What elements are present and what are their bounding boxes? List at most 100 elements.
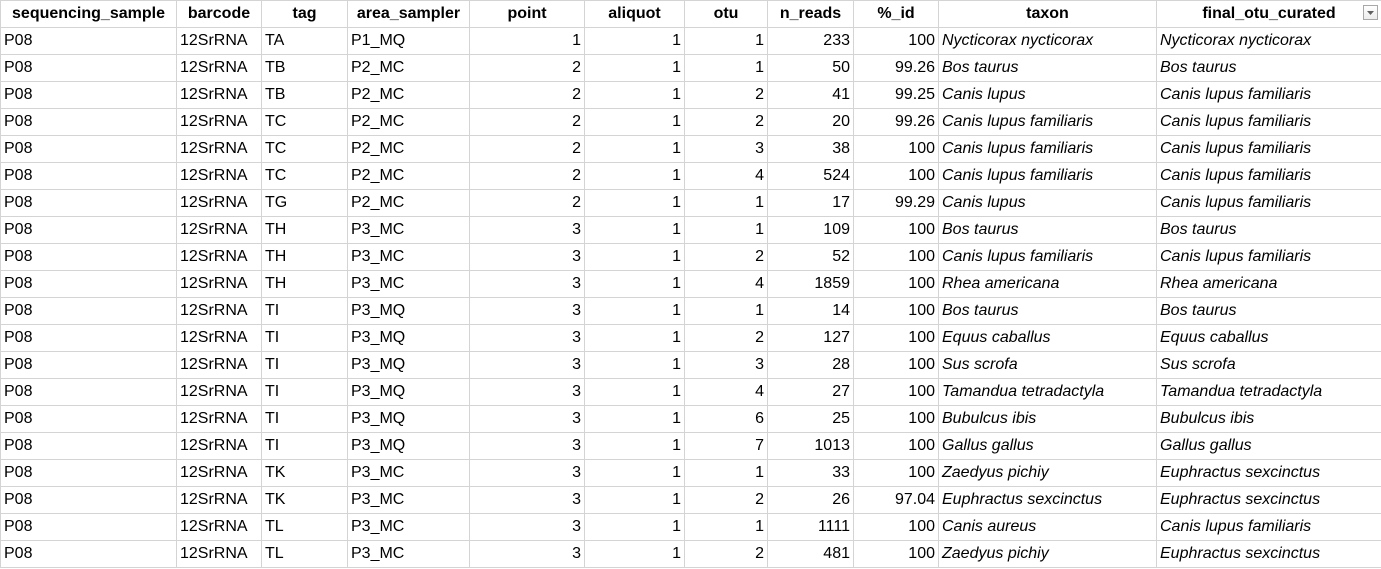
cell-otu[interactable]: 2 xyxy=(684,486,768,514)
cell-tag[interactable]: TG xyxy=(261,189,348,217)
cell-sequencing-sample[interactable]: P08 xyxy=(0,243,177,271)
cell-sequencing-sample[interactable]: P08 xyxy=(0,135,177,163)
cell-n-reads[interactable]: 109 xyxy=(767,216,854,244)
col-header-point[interactable]: point xyxy=(469,0,585,28)
cell-final-otu-curated[interactable]: Equus caballus xyxy=(1156,324,1381,352)
cell-tag[interactable]: TL xyxy=(261,540,348,568)
cell-aliquot[interactable]: 1 xyxy=(584,297,685,325)
cell-area-sampler[interactable]: P3_MC xyxy=(347,513,470,541)
cell-area-sampler[interactable]: P1_MQ xyxy=(347,27,470,55)
col-header-otu[interactable]: otu xyxy=(684,0,768,28)
cell-aliquot[interactable]: 1 xyxy=(584,162,685,190)
cell-pct-id[interactable]: 99.26 xyxy=(853,54,939,82)
cell-n-reads[interactable]: 14 xyxy=(767,297,854,325)
cell-sequencing-sample[interactable]: P08 xyxy=(0,108,177,136)
cell-point[interactable]: 3 xyxy=(469,513,585,541)
cell-pct-id[interactable]: 100 xyxy=(853,324,939,352)
cell-tag[interactable]: TK xyxy=(261,459,348,487)
cell-n-reads[interactable]: 233 xyxy=(767,27,854,55)
cell-tag[interactable]: TI xyxy=(261,405,348,433)
cell-pct-id[interactable]: 100 xyxy=(853,405,939,433)
cell-taxon[interactable]: Bos taurus xyxy=(938,54,1157,82)
cell-point[interactable]: 3 xyxy=(469,297,585,325)
cell-barcode[interactable]: 12SrRNA xyxy=(176,351,262,379)
cell-aliquot[interactable]: 1 xyxy=(584,432,685,460)
cell-taxon[interactable]: Euphractus sexcinctus xyxy=(938,486,1157,514)
cell-barcode[interactable]: 12SrRNA xyxy=(176,459,262,487)
cell-final-otu-curated[interactable]: Canis lupus familiaris xyxy=(1156,108,1381,136)
cell-barcode[interactable]: 12SrRNA xyxy=(176,324,262,352)
cell-pct-id[interactable]: 100 xyxy=(853,513,939,541)
cell-aliquot[interactable]: 1 xyxy=(584,216,685,244)
cell-barcode[interactable]: 12SrRNA xyxy=(176,162,262,190)
filter-dropdown-button[interactable] xyxy=(1363,5,1378,20)
cell-point[interactable]: 3 xyxy=(469,378,585,406)
cell-taxon[interactable]: Bubulcus ibis xyxy=(938,405,1157,433)
cell-taxon[interactable]: Canis lupus xyxy=(938,189,1157,217)
cell-aliquot[interactable]: 1 xyxy=(584,27,685,55)
cell-otu[interactable]: 1 xyxy=(684,216,768,244)
cell-sequencing-sample[interactable]: P08 xyxy=(0,432,177,460)
cell-sequencing-sample[interactable]: P08 xyxy=(0,351,177,379)
cell-taxon[interactable]: Nycticorax nycticorax xyxy=(938,27,1157,55)
cell-aliquot[interactable]: 1 xyxy=(584,540,685,568)
cell-taxon[interactable]: Canis lupus familiaris xyxy=(938,108,1157,136)
cell-point[interactable]: 3 xyxy=(469,540,585,568)
cell-barcode[interactable]: 12SrRNA xyxy=(176,108,262,136)
cell-point[interactable]: 3 xyxy=(469,243,585,271)
cell-otu[interactable]: 1 xyxy=(684,459,768,487)
cell-taxon[interactable]: Rhea americana xyxy=(938,270,1157,298)
cell-otu[interactable]: 6 xyxy=(684,405,768,433)
col-header-barcode[interactable]: barcode xyxy=(176,0,262,28)
cell-aliquot[interactable]: 1 xyxy=(584,189,685,217)
cell-final-otu-curated[interactable]: Bos taurus xyxy=(1156,54,1381,82)
cell-barcode[interactable]: 12SrRNA xyxy=(176,405,262,433)
cell-aliquot[interactable]: 1 xyxy=(584,135,685,163)
cell-final-otu-curated[interactable]: Canis lupus familiaris xyxy=(1156,162,1381,190)
cell-barcode[interactable]: 12SrRNA xyxy=(176,81,262,109)
cell-point[interactable]: 2 xyxy=(469,189,585,217)
cell-sequencing-sample[interactable]: P08 xyxy=(0,324,177,352)
cell-taxon[interactable]: Equus caballus xyxy=(938,324,1157,352)
cell-aliquot[interactable]: 1 xyxy=(584,351,685,379)
cell-final-otu-curated[interactable]: Canis lupus familiaris xyxy=(1156,189,1381,217)
col-header-aliquot[interactable]: aliquot xyxy=(584,0,685,28)
cell-pct-id[interactable]: 100 xyxy=(853,216,939,244)
cell-aliquot[interactable]: 1 xyxy=(584,270,685,298)
cell-taxon[interactable]: Bos taurus xyxy=(938,216,1157,244)
cell-tag[interactable]: TH xyxy=(261,216,348,244)
cell-aliquot[interactable]: 1 xyxy=(584,108,685,136)
cell-point[interactable]: 2 xyxy=(469,81,585,109)
cell-aliquot[interactable]: 1 xyxy=(584,324,685,352)
col-header-n-reads[interactable]: n_reads xyxy=(767,0,854,28)
cell-otu[interactable]: 1 xyxy=(684,27,768,55)
cell-n-reads[interactable]: 52 xyxy=(767,243,854,271)
cell-taxon[interactable]: Tamandua tetradactyla xyxy=(938,378,1157,406)
cell-point[interactable]: 3 xyxy=(469,405,585,433)
col-header-final-otu-curated[interactable]: final_otu_curated xyxy=(1156,0,1381,28)
cell-final-otu-curated[interactable]: Bubulcus ibis xyxy=(1156,405,1381,433)
cell-n-reads[interactable]: 17 xyxy=(767,189,854,217)
cell-sequencing-sample[interactable]: P08 xyxy=(0,189,177,217)
cell-tag[interactable]: TA xyxy=(261,27,348,55)
cell-sequencing-sample[interactable]: P08 xyxy=(0,216,177,244)
col-header-area-sampler[interactable]: area_sampler xyxy=(347,0,470,28)
cell-sequencing-sample[interactable]: P08 xyxy=(0,378,177,406)
cell-final-otu-curated[interactable]: Rhea americana xyxy=(1156,270,1381,298)
cell-aliquot[interactable]: 1 xyxy=(584,486,685,514)
cell-area-sampler[interactable]: P3_MQ xyxy=(347,297,470,325)
cell-aliquot[interactable]: 1 xyxy=(584,459,685,487)
cell-final-otu-curated[interactable]: Euphractus sexcinctus xyxy=(1156,540,1381,568)
cell-tag[interactable]: TB xyxy=(261,54,348,82)
cell-point[interactable]: 3 xyxy=(469,216,585,244)
cell-final-otu-curated[interactable]: Bos taurus xyxy=(1156,216,1381,244)
cell-taxon[interactable]: Zaedyus pichiy xyxy=(938,459,1157,487)
cell-otu[interactable]: 4 xyxy=(684,162,768,190)
cell-final-otu-curated[interactable]: Canis lupus familiaris xyxy=(1156,513,1381,541)
cell-barcode[interactable]: 12SrRNA xyxy=(176,432,262,460)
cell-area-sampler[interactable]: P3_MC xyxy=(347,540,470,568)
cell-pct-id[interactable]: 99.29 xyxy=(853,189,939,217)
cell-n-reads[interactable]: 50 xyxy=(767,54,854,82)
cell-area-sampler[interactable]: P3_MQ xyxy=(347,405,470,433)
cell-tag[interactable]: TL xyxy=(261,513,348,541)
